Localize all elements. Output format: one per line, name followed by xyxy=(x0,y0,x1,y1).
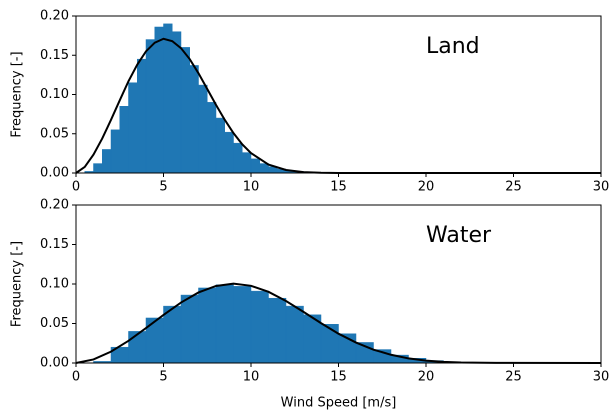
histogram-bar xyxy=(128,331,147,364)
histogram-bar xyxy=(145,317,164,364)
histogram-bar xyxy=(242,152,252,174)
y-tick-label: 0.00 xyxy=(40,166,69,181)
annotation: Land xyxy=(426,34,480,59)
histogram-bar xyxy=(163,23,173,174)
histogram-bar xyxy=(233,142,243,174)
histogram-bar xyxy=(110,129,120,174)
y-tick-label: 0.00 xyxy=(40,356,69,371)
fit-curve xyxy=(75,282,602,364)
histogram-bar xyxy=(145,39,155,174)
y-tick-label: 0.20 xyxy=(40,198,69,213)
histogram-bar xyxy=(285,305,304,364)
y-tick-label: 0.20 xyxy=(40,9,69,24)
x-tick-label: 0 xyxy=(72,370,80,385)
histogram-bar xyxy=(250,290,269,364)
histogram-bar xyxy=(268,297,287,364)
histogram-bar xyxy=(233,286,252,364)
histogram-bar xyxy=(180,294,199,364)
histogram-bar xyxy=(215,284,234,364)
x-tick-label: 25 xyxy=(505,180,522,195)
x-tick-label: 10 xyxy=(243,370,260,385)
x-tick-label: 15 xyxy=(330,180,347,195)
y-tick-label: 0.05 xyxy=(40,126,69,141)
x-tick-label: 20 xyxy=(418,180,435,195)
histogram-bar xyxy=(137,58,147,174)
histogram-bar xyxy=(163,305,182,364)
histogram-bar xyxy=(198,84,208,174)
x-tick-label: 30 xyxy=(593,180,610,195)
fit-curve xyxy=(75,37,601,174)
histogram-bar xyxy=(180,47,190,174)
x-tick-label: 30 xyxy=(593,370,610,385)
histogram-bar xyxy=(198,287,217,364)
x-tick-label: 10 xyxy=(243,180,260,195)
x-tick-label: 5 xyxy=(159,370,167,385)
histogram-bar xyxy=(154,26,164,174)
histogram-bar xyxy=(102,149,112,174)
histogram-bar xyxy=(93,163,103,174)
y-tick-label: 0.10 xyxy=(40,277,69,292)
y-tick-label: 0.15 xyxy=(40,48,69,63)
histogram-bar xyxy=(250,158,260,174)
x-axis-label: Wind Speed [m/s] xyxy=(281,396,397,411)
histogram-bar xyxy=(215,117,225,174)
y-tick-label: 0.05 xyxy=(40,316,69,331)
histogram-bar xyxy=(207,102,217,174)
histogram-bar xyxy=(119,106,129,174)
y-axis-label: Frequency [-] xyxy=(10,241,25,327)
histogram-bar xyxy=(320,324,339,364)
y-axis-label: Frequency [-] xyxy=(10,51,25,137)
y-tick-label: 0.10 xyxy=(40,87,69,102)
y-tick-label: 0.15 xyxy=(40,237,69,252)
histogram-bar xyxy=(224,131,234,174)
histogram-bar xyxy=(172,31,182,174)
x-tick-label: 20 xyxy=(418,370,435,385)
x-tick-label: 25 xyxy=(505,370,522,385)
x-tick-label: 5 xyxy=(159,180,167,195)
histogram-bar xyxy=(189,65,199,174)
annotation: Water xyxy=(426,223,492,248)
x-tick-label: 15 xyxy=(330,370,347,385)
x-tick-label: 0 xyxy=(72,180,80,195)
histogram-bar xyxy=(128,82,138,174)
histogram-bar xyxy=(259,163,269,174)
